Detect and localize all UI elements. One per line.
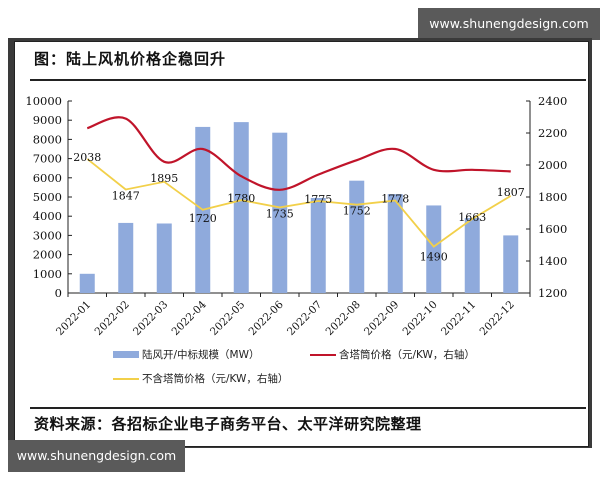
x-tick-label: 2022-03 <box>131 299 170 338</box>
bar <box>156 223 172 293</box>
legend-label-bars: 陆风开/中标规模（MW） <box>142 349 260 361</box>
left-tick-label: 0 <box>55 286 62 300</box>
right-tick-label: 2400 <box>538 94 567 108</box>
x-tick-label: 2022-07 <box>285 299 324 338</box>
data-label: 1778 <box>381 193 409 206</box>
x-tick-label: 2022-06 <box>247 298 287 338</box>
left-tick-label: 3000 <box>33 228 62 242</box>
left-tick-label: 4000 <box>33 209 62 223</box>
right-tick-label: 2000 <box>538 158 567 172</box>
figure-panel <box>14 41 589 447</box>
data-label: 1720 <box>189 212 217 225</box>
data-label: 1490 <box>420 251 448 264</box>
data-label: 1780 <box>227 192 255 205</box>
left-tick-label: 1000 <box>33 267 62 281</box>
left-tick-label: 6000 <box>33 171 62 185</box>
bar <box>426 205 442 293</box>
right-tick-label: 1200 <box>538 286 567 300</box>
left-tick-label: 8000 <box>33 132 62 146</box>
legend-item-red-line: 含塔筒价格（元/KW，右轴） <box>310 347 475 362</box>
x-tick-label: 2022-01 <box>54 299 93 338</box>
left-tick-label: 2000 <box>33 248 62 262</box>
data-label: 1807 <box>497 186 525 199</box>
data-label: 1735 <box>266 207 294 220</box>
data-label: 2038 <box>73 151 101 164</box>
right-tick-label: 1600 <box>538 222 567 236</box>
x-tick-label: 2022-11 <box>439 299 478 338</box>
legend-swatch-red <box>310 353 336 356</box>
legend-item-bars: 陆风开/中标规模（MW） <box>113 347 259 362</box>
legend-label-red: 含塔筒价格（元/KW，右轴） <box>339 349 475 361</box>
data-label: 1663 <box>458 211 486 224</box>
data-labels: 2038 1847 1895 1720 1780 1735 1775 1752 1778 1490… <box>73 151 525 264</box>
data-label: 1895 <box>150 172 178 185</box>
bar <box>503 235 519 293</box>
bar-series <box>79 122 519 294</box>
left-tick-label: 7000 <box>33 152 62 166</box>
x-tick-label: 2022-08 <box>324 299 363 338</box>
bar <box>272 132 288 293</box>
left-tick-label: 9000 <box>33 113 62 127</box>
x-tick-label: 2022-04 <box>170 298 210 338</box>
watermark-bottom: www.shunengdesign.com <box>8 440 185 472</box>
legend-swatch-bars <box>113 351 139 358</box>
data-label: 1775 <box>304 193 332 206</box>
legend-swatch-yellow <box>113 377 139 380</box>
watermark-top: www.shunengdesign.com <box>418 8 600 40</box>
bar <box>310 197 326 293</box>
right-tick-label: 1800 <box>538 190 567 204</box>
bar <box>464 218 480 293</box>
red-line-with-tower <box>86 116 511 191</box>
title-divider <box>30 79 586 81</box>
bar <box>349 180 365 293</box>
x-tick-label: 2022-02 <box>93 299 132 338</box>
left-tick-label: 10000 <box>25 94 62 108</box>
x-tick-label: 2022-10 <box>401 299 440 338</box>
source-divider <box>30 407 586 409</box>
x-tick-label: 2022-12 <box>478 299 517 338</box>
bar <box>387 194 403 293</box>
yellow-line-without-tower <box>86 158 512 248</box>
right-tick-label: 2200 <box>538 126 567 140</box>
bar <box>118 222 134 293</box>
source-note: 资料来源：各招标企业电子商务平台、太平洋研究院整理 <box>34 415 422 433</box>
legend-label-yellow: 不含塔筒价格（元/KW，右轴） <box>142 373 289 385</box>
legend-item-yellow-line: 不含塔筒价格（元/KW，右轴） <box>113 371 288 386</box>
figure-title: 图：陆上风机价格企稳回升 <box>34 50 227 68</box>
bar <box>233 122 249 294</box>
line-series <box>86 116 512 248</box>
bar <box>79 273 95 293</box>
left-tick-label: 5000 <box>33 190 62 204</box>
x-tick-label: 2022-09 <box>362 299 401 338</box>
right-tick-label: 1400 <box>538 254 567 268</box>
x-tick-label: 2022-05 <box>208 299 247 338</box>
data-label: 1847 <box>112 189 140 202</box>
data-label: 1752 <box>343 205 371 218</box>
